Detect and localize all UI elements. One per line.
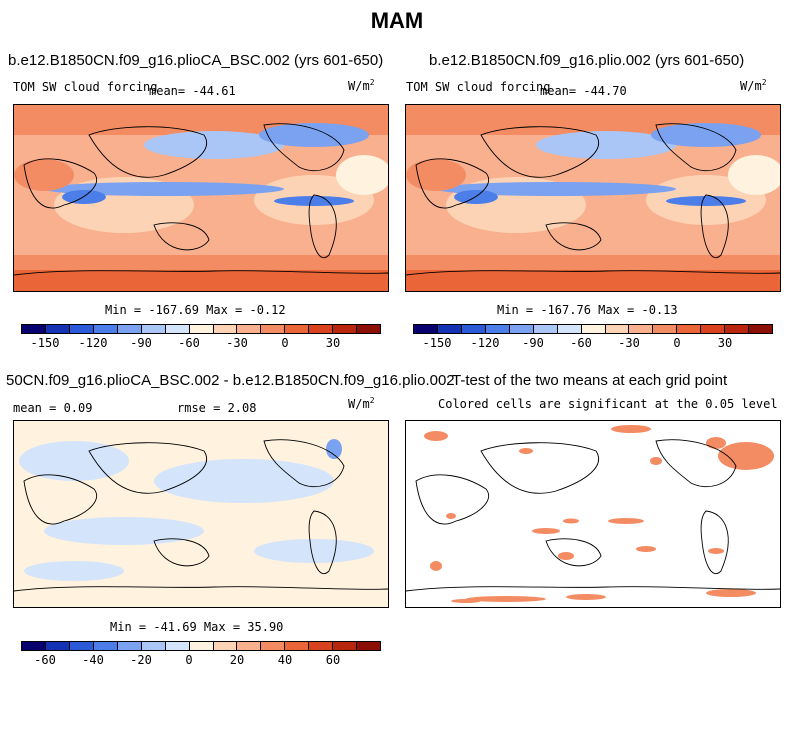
colorbar-tick-label: -60 bbox=[34, 653, 56, 667]
colorbar-swatch bbox=[237, 325, 262, 333]
colorbar-swatch bbox=[165, 325, 190, 333]
colorbar-tick-label: -60 bbox=[178, 336, 200, 350]
colorbar-swatch bbox=[333, 642, 358, 650]
panel3-title: 50CN.f09_g16.plioCA_BSC.002 - b.e12.B185… bbox=[6, 372, 455, 389]
colorbar-swatch bbox=[69, 642, 94, 650]
colorbar-swatch bbox=[437, 325, 462, 333]
colorbar-tick-label: -90 bbox=[522, 336, 544, 350]
colorbar-swatch bbox=[533, 325, 558, 333]
colorbar-swatch bbox=[117, 325, 142, 333]
colorbar-tick-label: 40 bbox=[277, 653, 293, 667]
colorbar-swatch bbox=[485, 325, 510, 333]
panel2-title: b.e12.B1850CN.f09_g16.plio.002 (yrs 601-… bbox=[429, 52, 745, 69]
colorbar-swatch bbox=[357, 325, 381, 333]
colorbar-tick-label: 0 bbox=[185, 653, 193, 667]
panel1-variable: TOM SW cloud forcing bbox=[13, 80, 158, 94]
colorbar-swatch bbox=[749, 325, 773, 333]
colorbar-swatch bbox=[237, 642, 262, 650]
colorbar-swatch bbox=[261, 325, 286, 333]
figure-title: MAM bbox=[370, 8, 424, 33]
colorbar-swatch bbox=[309, 642, 334, 650]
panel4-map bbox=[405, 420, 781, 608]
colorbar-swatch bbox=[285, 325, 310, 333]
colorbar-swatch bbox=[261, 642, 286, 650]
colorbar-swatch bbox=[677, 325, 702, 333]
colorbar-swatch bbox=[309, 325, 334, 333]
colorbar-swatch bbox=[45, 325, 70, 333]
panel2-mean: mean= -44.70 bbox=[540, 84, 627, 98]
colorbar-tick-label: -60 bbox=[570, 336, 592, 350]
colorbar-bottom-left-ticks: -60 -40 -20 0 20 40 60 bbox=[21, 653, 381, 667]
colorbar-bottom-left bbox=[21, 641, 381, 651]
colorbar-swatch bbox=[189, 642, 214, 650]
colorbar-swatch bbox=[213, 325, 238, 333]
colorbar-tick-label: 30 bbox=[325, 336, 341, 350]
colorbar-top-left bbox=[21, 324, 381, 334]
colorbar-tick-label: 0 bbox=[673, 336, 681, 350]
colorbar-swatch bbox=[45, 642, 70, 650]
colorbar-swatch bbox=[605, 325, 630, 333]
colorbar-top-right-ticks: -150 -120 -90 -60 -30 0 30 bbox=[413, 336, 773, 350]
colorbar-swatch bbox=[357, 642, 381, 650]
colorbar-tick-label: -150 bbox=[422, 336, 452, 350]
colorbar-swatch bbox=[581, 325, 606, 333]
colorbar-swatch bbox=[629, 325, 654, 333]
panel4-title: T-test of the two means at each grid poi… bbox=[452, 372, 728, 389]
colorbar-swatch bbox=[22, 325, 46, 333]
colorbar-swatch bbox=[141, 642, 166, 650]
colorbar-tick-label: 20 bbox=[229, 653, 245, 667]
colorbar-swatch bbox=[165, 642, 190, 650]
colorbar-tick-label: -90 bbox=[130, 336, 152, 350]
colorbar-swatch bbox=[93, 642, 118, 650]
panel1-minmax: Min = -167.69 Max = -0.12 bbox=[105, 303, 286, 317]
panel4-subtitle: Colored cells are significant at the 0.0… bbox=[438, 397, 778, 411]
panel3-rmse: rmse = 2.08 bbox=[177, 401, 257, 415]
colorbar-swatch bbox=[414, 325, 438, 333]
panel2-minmax: Min = -167.76 Max = -0.13 bbox=[497, 303, 678, 317]
colorbar-tick-label: -120 bbox=[470, 336, 500, 350]
panel1-title: b.e12.B1850CN.f09_g16.plioCA_BSC.002 (yr… bbox=[8, 52, 384, 69]
panel1-mean: mean= -44.61 bbox=[149, 84, 236, 98]
panel1-units: W/m2 bbox=[348, 78, 375, 93]
colorbar-tick-label: -20 bbox=[130, 653, 152, 667]
panel3-mean: mean = 0.09 bbox=[13, 401, 93, 415]
colorbar-tick-label: -30 bbox=[226, 336, 248, 350]
colorbar-swatch bbox=[285, 642, 310, 650]
colorbar-swatch bbox=[557, 325, 582, 333]
panel2-units: W/m2 bbox=[740, 78, 767, 93]
colorbar-tick-label: -30 bbox=[618, 336, 640, 350]
colorbar-swatch bbox=[509, 325, 534, 333]
colorbar-tick-label: -40 bbox=[82, 653, 104, 667]
colorbar-tick-label: -150 bbox=[30, 336, 60, 350]
colorbar-swatch bbox=[461, 325, 486, 333]
colorbar-swatch bbox=[213, 642, 238, 650]
panel3-units: W/m2 bbox=[348, 396, 375, 411]
panel3-minmax: Min = -41.69 Max = 35.90 bbox=[110, 620, 284, 634]
colorbar-tick-label: 30 bbox=[717, 336, 733, 350]
colorbar-tick-label: 0 bbox=[281, 336, 289, 350]
colorbar-tick-label: -120 bbox=[78, 336, 108, 350]
panel2-map bbox=[405, 104, 781, 292]
panel3-map bbox=[13, 420, 389, 608]
colorbar-swatch bbox=[189, 325, 214, 333]
colorbar-swatch bbox=[22, 642, 46, 650]
colorbar-top-left-ticks: -150 -120 -90 -60 -30 0 30 bbox=[21, 336, 381, 350]
colorbar-top-right bbox=[413, 324, 773, 334]
colorbar-swatch bbox=[69, 325, 94, 333]
colorbar-swatch bbox=[141, 325, 166, 333]
colorbar-tick-label: 60 bbox=[325, 653, 341, 667]
colorbar-swatch bbox=[333, 325, 358, 333]
colorbar-swatch bbox=[93, 325, 118, 333]
colorbar-swatch bbox=[653, 325, 678, 333]
panel2-variable: TOM SW cloud forcing bbox=[406, 80, 551, 94]
colorbar-swatch bbox=[117, 642, 142, 650]
panel1-map bbox=[13, 104, 389, 292]
colorbar-swatch bbox=[725, 325, 750, 333]
colorbar-swatch bbox=[701, 325, 726, 333]
